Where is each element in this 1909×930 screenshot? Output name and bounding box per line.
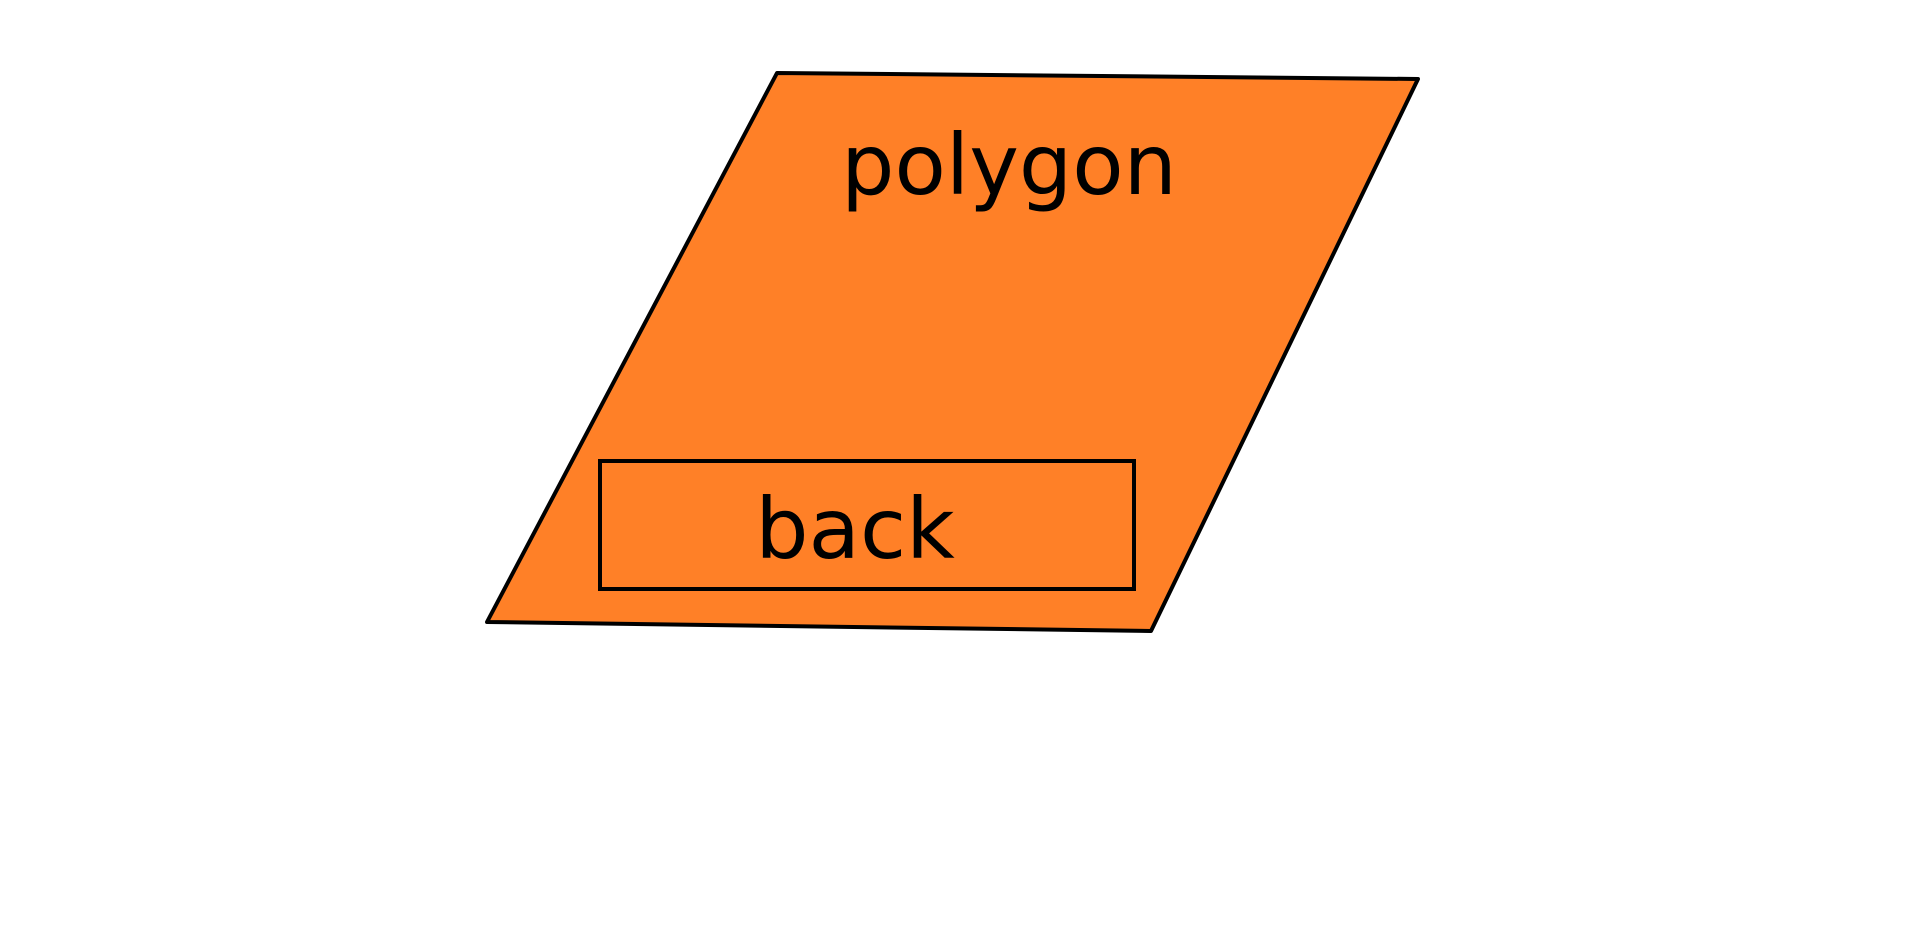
polygon-label: polygon [841,116,1177,214]
back-button-frame[interactable] [598,459,1136,591]
back-button[interactable]: back [598,459,1136,591]
back-button-label: back [755,480,955,578]
